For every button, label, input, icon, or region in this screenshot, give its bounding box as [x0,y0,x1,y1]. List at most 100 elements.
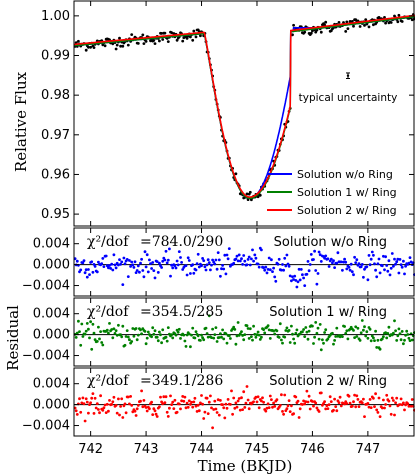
observation-point [389,21,393,24]
residual-point [375,346,379,349]
residual-point [247,255,251,259]
residual-point [141,405,145,409]
residual-point [363,415,366,418]
residual-point [75,413,79,416]
residual-point [294,331,298,335]
residual-point [81,396,85,400]
residual-point [155,260,159,263]
residual-point [148,407,151,411]
residual-point [222,337,226,341]
residual-point [161,259,165,263]
residual-point [207,314,211,318]
residual-point [221,328,225,332]
residual-point [123,262,127,266]
residual-point [229,337,232,340]
residual-point [108,264,111,267]
residual-point [282,268,285,272]
residual-point [78,397,81,401]
residual-point [301,330,304,334]
residual-point [79,268,83,272]
residual-point [150,400,154,404]
observation-point [384,21,387,25]
residual-point [169,394,172,398]
residual-point [114,266,118,270]
residual-point [291,275,294,279]
residual-point [200,333,203,337]
residual-point [122,256,126,260]
residual-point [339,260,343,264]
observation-point [383,16,386,19]
residual-point [85,322,89,325]
residual-point [306,260,310,263]
residual-point [166,326,170,329]
residual-point [293,341,297,345]
residual-point [263,268,267,272]
residual-point [102,406,106,410]
residual-point [196,334,200,338]
residual-point [134,271,138,274]
residual-point [117,263,120,267]
x-tick-label: 747 [355,442,380,457]
residual-point [393,413,396,417]
residual-point [375,408,379,412]
observation-point [115,43,119,47]
residual-point [285,253,289,257]
residual-point [149,262,152,265]
residual-point [324,328,328,332]
residual-point [243,406,247,409]
residual-point [134,327,138,330]
residual-point [81,261,85,265]
residual-point [181,395,185,398]
residual-point [196,252,200,256]
residual-point [225,253,229,257]
chi-label-no-ring: =784.0/290 [140,234,223,250]
residual-point [347,394,351,398]
residual-point [287,264,291,268]
residual-title-ring-1: Solution 1 w/ Ring [269,305,387,320]
residual-point [394,262,397,266]
residual-point [226,257,230,261]
residual-point [250,257,253,261]
residual-point [298,278,302,282]
residual-point [164,395,168,399]
residual-point [83,271,87,275]
residual-point [404,403,407,407]
residual-point [224,332,228,336]
residual-point [287,329,291,332]
residual-point [247,407,251,411]
residual-point [205,396,209,400]
residual-point [177,402,181,406]
flux-panel: 0.95 0.96 0.97 0.98 0.99 1.00 [41,0,415,227]
observation-point [364,18,368,21]
residual-point [312,342,315,345]
residual-point [257,406,261,410]
residual-point [138,270,141,274]
residual-point [221,264,225,267]
x-axis-label: Time (BKJD) [198,457,293,475]
residual-point [197,265,201,269]
residual-point [163,401,167,405]
residual-point [360,401,364,405]
residual-point [374,329,377,333]
residual-point [170,403,174,406]
observation-point [142,42,146,45]
residual-point [396,257,400,261]
residual-point [290,404,293,408]
residual-point [318,323,322,326]
residual-point [352,273,355,277]
residual-point [77,319,80,323]
residual-point [74,409,78,413]
residual-point [319,260,323,263]
residual-point [229,403,232,406]
residual-point [113,263,117,267]
residual-point [318,253,322,257]
y-tick-label: 0.000 [33,328,70,343]
legend-label-ring-2: Solution 2 w/ Ring [297,204,397,217]
residual-point [187,332,191,336]
residual-point [407,336,411,340]
residual-point [272,329,275,333]
residual-point [333,266,336,269]
residual-point [141,269,145,272]
residual-point [119,333,122,336]
residual-point [278,404,282,407]
